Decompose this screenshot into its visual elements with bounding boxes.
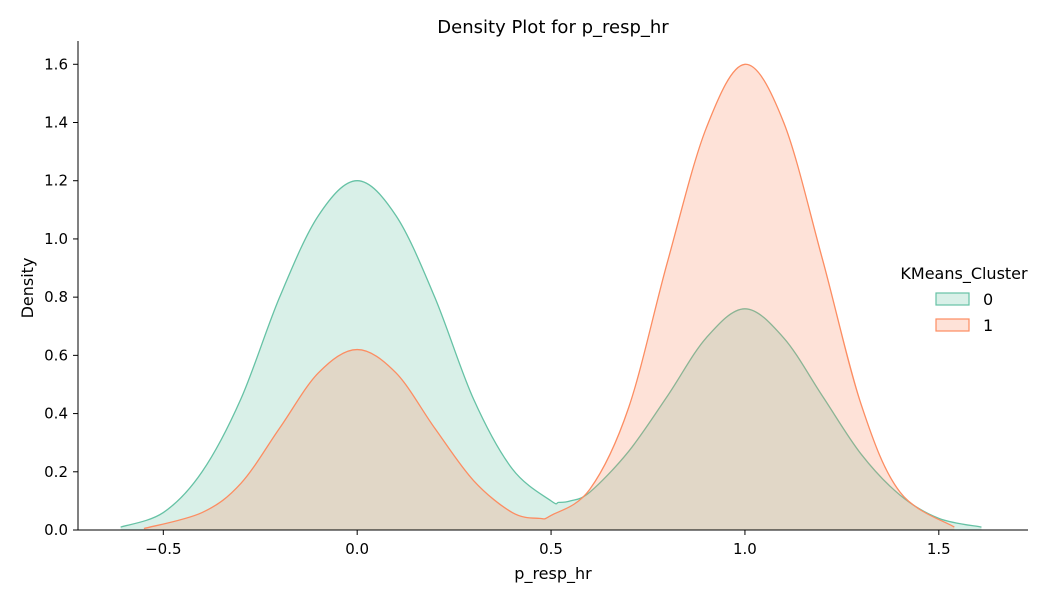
y-tick-label: 0.4 [44,405,68,423]
x-tick-label: 0.0 [345,540,369,558]
y-tick-label: 1.4 [44,114,68,132]
series-1 [143,63,955,531]
legend-swatch [935,292,970,306]
legend-title: KMeans_Cluster [900,264,1028,284]
legend-swatch [935,318,970,332]
x-tick-label: 0.5 [539,540,563,558]
density-area-1 [143,64,955,531]
series-layer [120,63,982,531]
y-tick-label: 1.0 [44,230,68,248]
legend-label: 0 [983,290,993,309]
series-0 [120,180,982,530]
density-area-0 [120,180,982,530]
legend-item-1: 1 [935,316,993,335]
x-ticks: −0.5 0.0 0.5 1.0 1.5 [145,530,951,558]
x-tick-label: −0.5 [145,540,181,558]
x-axis-label: p_resp_hr [514,564,592,584]
chart-title: Density Plot for p_resp_hr [437,17,669,38]
legend: KMeans_Cluster 0 1 [900,264,1028,335]
x-tick-label: 1.0 [733,540,757,558]
legend-item-0: 0 [935,290,993,309]
x-tick-label: 1.5 [927,540,951,558]
y-axis-label: Density [18,258,37,319]
y-tick-label: 0.0 [44,521,68,539]
y-ticks: 0.0 0.2 0.4 0.6 0.8 1.0 1.2 1.4 1.6 [44,55,78,539]
y-tick-label: 1.6 [44,55,68,73]
density-line-1 [143,63,955,530]
y-tick-label: 0.8 [44,288,68,306]
y-tick-label: 0.6 [44,346,68,364]
y-tick-label: 0.2 [44,463,68,481]
legend-label: 1 [983,316,993,335]
density-line-0 [120,180,982,528]
y-tick-label: 1.2 [44,172,68,190]
